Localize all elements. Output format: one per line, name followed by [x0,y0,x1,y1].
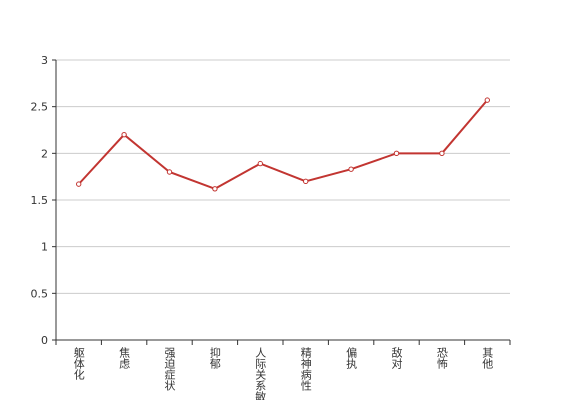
x-tick-label: 抑郁 [208,346,221,369]
y-tick-label: 2.5 [31,101,49,114]
y-tick-label: 3 [41,54,48,67]
x-tick-label: 偏执 [345,346,358,370]
point [484,97,490,103]
y-tick-label: 2 [41,147,48,160]
y-tick-label: 1.5 [31,194,49,207]
x-tick-label: 精神病性 [299,347,312,392]
point [348,166,354,172]
x-tick-label: 敌对 [390,346,403,369]
x-tick-label: 人际关系敏感 [254,347,267,400]
point [166,169,173,175]
x-tick-label: 躯体化 [72,347,85,381]
point [76,181,82,187]
x-tick-label: 其他 [481,347,494,369]
x-tick-label: 焦虑 [118,347,131,369]
point [121,131,127,138]
y-tick-label: 0 [41,334,48,347]
point [393,150,400,157]
point [303,178,309,185]
point [257,160,263,167]
y-tick-label: 0.5 [31,287,49,300]
point [439,150,445,157]
x-tick-label: 恐怖 [435,347,448,369]
x-tick-label: 强迫症状 [163,347,176,391]
point [212,186,218,192]
y-tick-label: 1 [41,241,48,254]
line [77,99,489,190]
